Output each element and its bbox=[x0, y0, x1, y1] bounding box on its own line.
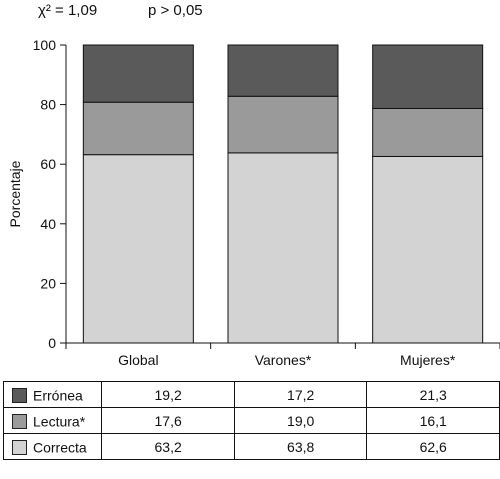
legend-cell: Lectura* bbox=[2, 407, 103, 434]
y-tick-label: 40 bbox=[40, 216, 56, 232]
legend-cell: Correcta bbox=[2, 433, 103, 460]
bar-correcta bbox=[82, 154, 194, 344]
x-category-label: Varones* bbox=[255, 352, 312, 368]
table-row: Lectura* 17,6 19,0 16,1 bbox=[2, 407, 500, 434]
legend-label: Errónea bbox=[33, 387, 83, 404]
legend-swatch bbox=[12, 387, 27, 403]
chi-square-stat: χ² = 1,09 bbox=[38, 2, 98, 19]
table-cell-value: 17,2 bbox=[233, 381, 368, 408]
y-tick-label: 20 bbox=[40, 275, 56, 291]
table-cell-value: 16,1 bbox=[366, 407, 500, 434]
table-row: Errónea 19,2 17,2 21,3 bbox=[2, 381, 500, 408]
bar-errnea bbox=[82, 44, 194, 103]
legend-label: Lectura* bbox=[33, 413, 86, 430]
legend-label: Correcta bbox=[33, 439, 87, 456]
legend-swatch bbox=[12, 439, 27, 455]
bar-errnea bbox=[372, 44, 484, 109]
legend-swatch bbox=[12, 413, 27, 429]
table-cell-value: 63,2 bbox=[101, 433, 235, 460]
table-cell-value: 17,6 bbox=[101, 407, 235, 434]
y-axis-label: Porcentaje bbox=[7, 160, 23, 227]
y-tick-label: 60 bbox=[40, 156, 56, 172]
bar-lectura bbox=[82, 101, 194, 156]
y-tick-label: 80 bbox=[40, 97, 56, 113]
x-category-label: Mujeres* bbox=[400, 352, 456, 368]
data-table: Errónea 19,2 17,2 21,3 Lectura* 17,6 19,0 16,1 C… bbox=[2, 381, 500, 460]
table-cell-value: 19,2 bbox=[101, 381, 235, 408]
table-cell-value: 63,8 bbox=[233, 433, 368, 460]
y-tick-label: 0 bbox=[48, 335, 56, 351]
bar-correcta bbox=[227, 152, 339, 344]
table-cell-value: 21,3 bbox=[366, 381, 500, 408]
table-cell-value: 62,6 bbox=[366, 433, 500, 460]
bar-lectura bbox=[227, 95, 339, 154]
stacked-bar-chart: 0 20 40 60 80 100 Porcentaje Global Varones* Muje… bbox=[7, 37, 500, 368]
x-category-label: Global bbox=[118, 352, 158, 368]
bar-errnea bbox=[227, 44, 339, 97]
legend-cell: Errónea bbox=[2, 381, 103, 408]
bar-correcta bbox=[372, 155, 484, 344]
bar-lectura bbox=[372, 107, 484, 157]
y-tick-label: 100 bbox=[33, 37, 57, 53]
table-row: Correcta 63,2 63,8 62,6 bbox=[2, 433, 500, 460]
table-cell-value: 19,0 bbox=[233, 407, 368, 434]
p-value-stat: p > 0,05 bbox=[148, 2, 203, 19]
